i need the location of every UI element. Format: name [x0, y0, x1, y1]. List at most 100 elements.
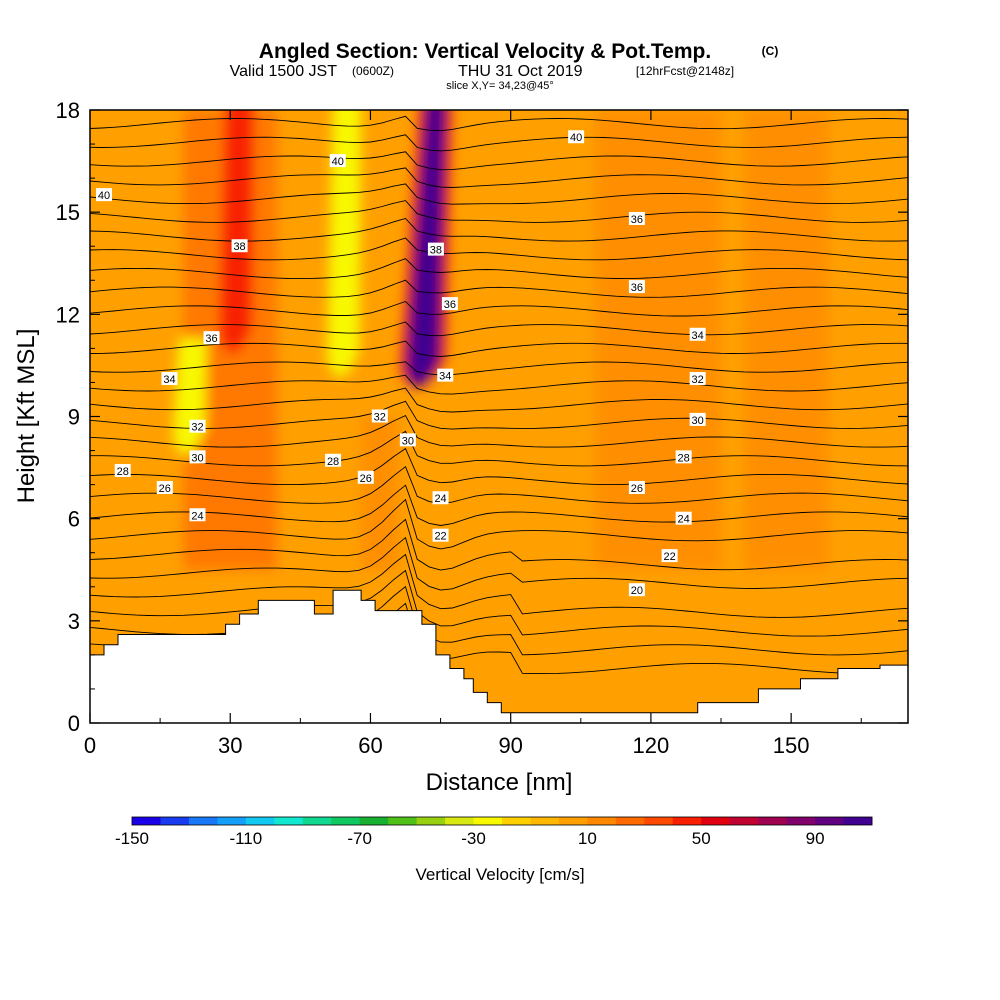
theta-contour	[90, 374, 908, 395]
contour-label-text: 36	[631, 282, 643, 294]
colorbar-swatch	[815, 817, 844, 825]
y-tick-label: 9	[68, 405, 80, 430]
contour-label-text: 22	[434, 531, 446, 543]
contour-label: 30	[689, 412, 706, 427]
x-tick-label: 120	[633, 733, 670, 758]
contour-label: 30	[399, 433, 416, 447]
theta-contour	[90, 300, 908, 317]
subtitle-date: THU 31 Oct 2019	[458, 63, 583, 80]
contour-label: 38	[231, 239, 248, 253]
colorbar-swatch	[530, 817, 560, 825]
y-tick-label: 18	[56, 98, 80, 123]
x-tick-label: 150	[773, 733, 810, 758]
colorbar-swatch	[388, 817, 418, 825]
colorbar-tick-label: 50	[692, 829, 711, 848]
theta-contour	[90, 361, 908, 376]
colorbar-swatch	[786, 817, 816, 825]
x-tick-label: 0	[84, 733, 96, 758]
contour-label: 30	[189, 450, 206, 464]
colorbar-swatch	[843, 817, 873, 825]
contour-label: 20	[628, 583, 645, 597]
contour-label-text: 30	[692, 415, 704, 427]
contour-label: 22	[432, 528, 449, 543]
contour-label: 34	[437, 368, 454, 383]
theta-contour	[90, 536, 908, 591]
contour-label-text: 32	[692, 374, 704, 386]
contour-label: 38	[427, 242, 444, 257]
contour-label-text: 34	[692, 330, 704, 342]
contour-label-text: 24	[191, 510, 203, 522]
contour-label-text: 30	[191, 452, 203, 464]
contour-label-text: 26	[360, 473, 372, 485]
contour-label-text: 26	[631, 483, 643, 495]
colorbar-swatch	[558, 817, 588, 825]
colorbar-swatch	[245, 817, 275, 825]
theta-contour	[90, 553, 908, 618]
x-tick-label: 90	[498, 733, 522, 758]
contour-label-text: 40	[570, 132, 582, 144]
theta-contour	[90, 415, 908, 448]
theta-contour	[90, 115, 908, 132]
colorbar-tick-label: -110	[229, 829, 262, 848]
theta-contour	[90, 518, 908, 571]
terrain	[90, 589, 908, 723]
contour-label: 26	[357, 470, 374, 485]
theta-contour	[90, 200, 908, 223]
theta-contour-labels: 40 40 40 38 38 36 36 36 36 34 34 34 32 32 32 30 30 30 28 28…	[96, 130, 706, 597]
contour-label: 36	[628, 211, 645, 226]
colorbar-tick-label: -70	[347, 829, 372, 848]
contour-label-text: 40	[332, 156, 344, 168]
colorbar-swatch	[758, 817, 788, 825]
theta-contour	[90, 167, 908, 188]
x-tick-label: 30	[218, 733, 242, 758]
field-band	[744, 110, 829, 570]
colorbar-swatch	[274, 817, 304, 825]
y-tick-label: 15	[56, 200, 80, 225]
theta-contour	[90, 569, 908, 637]
contour-label-text: 40	[98, 190, 110, 202]
velocity-feature	[327, 110, 362, 378]
colorbar-swatch	[416, 817, 446, 825]
contour-label-text: 38	[430, 245, 442, 257]
theta-contour	[90, 498, 908, 550]
contour-label-text: 28	[327, 456, 339, 468]
vertical-velocity-field	[172, 110, 829, 570]
theta-contour	[90, 217, 908, 242]
contour-label: 32	[189, 419, 206, 434]
theta-contour	[90, 237, 908, 261]
contour-label-text: 24	[678, 514, 690, 526]
contour-label: 24	[432, 491, 449, 505]
theta-contour	[670, 110, 713, 111]
subtitle-zulu: (0600Z)	[352, 64, 394, 78]
plot-area: 40 40 40 38 38 36 36 36 36 34 34 34 32 32 32 30 30 30 28 28…	[90, 110, 908, 723]
y-tick-label: 3	[68, 609, 80, 634]
contour-label: 28	[675, 450, 692, 464]
contour-label-text: 24	[434, 493, 446, 505]
colorbar-swatch	[587, 817, 617, 825]
colorbar-swatch	[331, 817, 361, 825]
contour-label: 36	[203, 331, 220, 345]
contour-label: 32	[689, 372, 706, 386]
contour-label: 26	[628, 481, 645, 495]
theta-contour	[90, 387, 908, 413]
theta-contour	[90, 279, 908, 298]
colorbar-swatch	[615, 817, 645, 825]
colorbar-swatch	[644, 817, 674, 825]
contour-label-text: 22	[663, 551, 675, 563]
colorbar-tick-label: -150	[115, 829, 149, 848]
theta-contour	[90, 430, 908, 467]
theta-contour	[90, 134, 908, 152]
contour-label: 32	[371, 409, 388, 424]
contour-label: 24	[189, 508, 206, 522]
contour-label-text: 20	[631, 585, 643, 597]
colorbar-tick-label: -30	[461, 829, 486, 848]
x-tick-label: 60	[358, 733, 382, 758]
chart-title: Angled Section: Vertical Velocity & Pot.…	[259, 40, 711, 63]
slice-label: slice X,Y= 34,23@45°	[446, 80, 554, 92]
contour-label-text: 28	[678, 452, 690, 464]
contour-label: 28	[114, 463, 131, 478]
colorbar-swatch	[160, 817, 190, 825]
contour-label-text: 34	[163, 374, 175, 386]
theta-contour	[90, 447, 908, 486]
colorbar-swatch	[473, 817, 503, 825]
